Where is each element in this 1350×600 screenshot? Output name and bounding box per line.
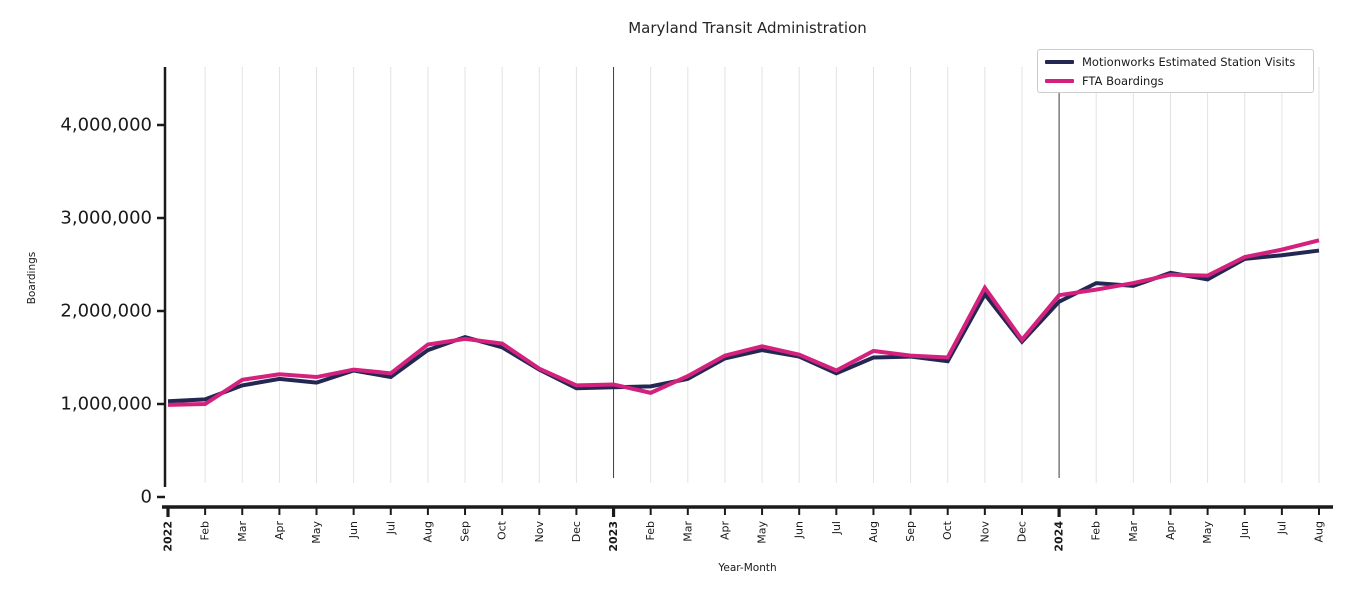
x-tick-label-month: May xyxy=(310,521,323,544)
x-tick-label-month: May xyxy=(1201,521,1214,544)
chart-title: Maryland Transit Administration xyxy=(628,19,867,37)
x-tick-label-month: Feb xyxy=(1090,521,1103,540)
y-tick-label: 1,000,000 xyxy=(60,394,152,415)
y-tick-label: 0 xyxy=(141,487,152,508)
x-axis-label: Year-Month xyxy=(718,562,777,574)
x-tick-label-month: Jul xyxy=(384,521,397,535)
x-tick-label-month: Feb xyxy=(644,521,657,540)
x-tick-label-month: Jun xyxy=(793,521,806,539)
x-tick-label-month: Oct xyxy=(496,520,509,540)
x-tick-label-month: Jul xyxy=(830,521,843,535)
series-line-fta xyxy=(167,238,1320,407)
legend-swatch-fta xyxy=(1045,78,1074,83)
x-tick-label-month: Sep xyxy=(459,521,472,542)
x-tick-label-month: Jul xyxy=(1275,521,1288,535)
x-tick-label-month: Aug xyxy=(867,521,880,542)
legend: Motionworks Estimated Station Visits FTA… xyxy=(1037,49,1314,93)
x-tick-label-year: 2023 xyxy=(607,521,620,552)
legend-swatch-motionworks xyxy=(1045,59,1074,64)
y-tick-label: 4,000,000 xyxy=(60,115,152,136)
x-tick-label-month: Aug xyxy=(421,521,434,542)
x-tick-label-month: Feb xyxy=(199,521,212,540)
x-tick-label-month: Dec xyxy=(1015,521,1028,542)
x-tick-label-month: Apr xyxy=(1164,521,1177,541)
x-tick-label-year: 2024 xyxy=(1053,521,1066,552)
legend-label-fta: FTA Boardings xyxy=(1082,73,1164,88)
series-line-motionworks xyxy=(167,248,1320,404)
x-tick-label-month: Mar xyxy=(236,521,249,542)
x-tick-label-month: Aug xyxy=(1313,521,1326,542)
legend-label-motionworks: Motionworks Estimated Station Visits xyxy=(1082,54,1296,69)
x-tick-label-month: May xyxy=(756,521,769,544)
x-tick-label-month: Nov xyxy=(533,521,546,543)
y-tick-label: 3,000,000 xyxy=(60,208,152,229)
x-tick-label-month: Mar xyxy=(681,521,694,542)
x-tick-label-month: Dec xyxy=(570,521,583,542)
x-tick-label-month: Apr xyxy=(718,521,731,541)
x-tick-label-month: Sep xyxy=(904,521,917,542)
x-tick-label-month: Nov xyxy=(978,521,991,543)
x-tick-label-month: Oct xyxy=(941,520,954,540)
x-tick-label-month: Jun xyxy=(1238,521,1251,539)
x-tick-label-month: Jun xyxy=(347,521,360,539)
x-tick-label-month: Mar xyxy=(1127,521,1140,542)
legend-item-fta: FTA Boardings xyxy=(1045,74,1306,88)
y-tick-label: 2,000,000 xyxy=(60,301,152,322)
x-tick-label-year: 2022 xyxy=(162,521,175,552)
x-tick-label-month: Apr xyxy=(273,521,286,541)
legend-item-motionworks: Motionworks Estimated Station Visits xyxy=(1045,55,1306,69)
